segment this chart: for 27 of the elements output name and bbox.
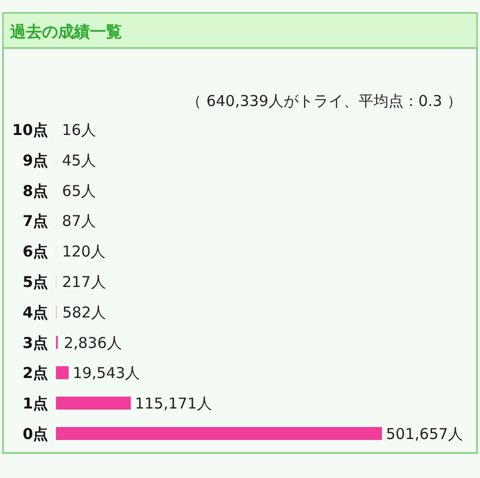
y-tick-label: 1点: [22, 394, 48, 413]
bar: [56, 427, 382, 440]
data-label: 65人: [62, 182, 96, 200]
data-label: 2,836人: [64, 334, 122, 352]
data-label: 115,171人: [134, 394, 212, 413]
data-label: 582人: [62, 303, 106, 322]
y-tick-label: 6点: [22, 242, 48, 261]
y-tick-label: 5点: [22, 273, 48, 291]
chart-subtitle: （ 640,339人がトライ、平均点：0.3 ）: [186, 92, 462, 110]
data-label: 501,657人: [386, 425, 464, 443]
data-label: 45人: [62, 151, 96, 170]
chart-title: 過去の成績一覧: [9, 22, 122, 41]
data-label: 16人: [62, 121, 96, 139]
y-tick-label: 7点: [22, 212, 48, 230]
data-label: 120人: [62, 242, 106, 261]
data-label: 217人: [62, 273, 106, 291]
data-label: 19,543人: [72, 364, 140, 382]
y-tick-label: 10点: [12, 121, 48, 139]
bar: [56, 396, 131, 410]
y-tick-label: 3点: [22, 334, 48, 352]
y-tick-label: 4点: [22, 303, 48, 322]
y-tick-label: 0点: [22, 425, 48, 443]
data-label: 87人: [62, 212, 96, 230]
bar: [56, 366, 69, 380]
y-tick-label: 9点: [22, 151, 48, 170]
y-tick-label: 8点: [22, 182, 48, 200]
y-tick-label: 2点: [22, 364, 48, 382]
